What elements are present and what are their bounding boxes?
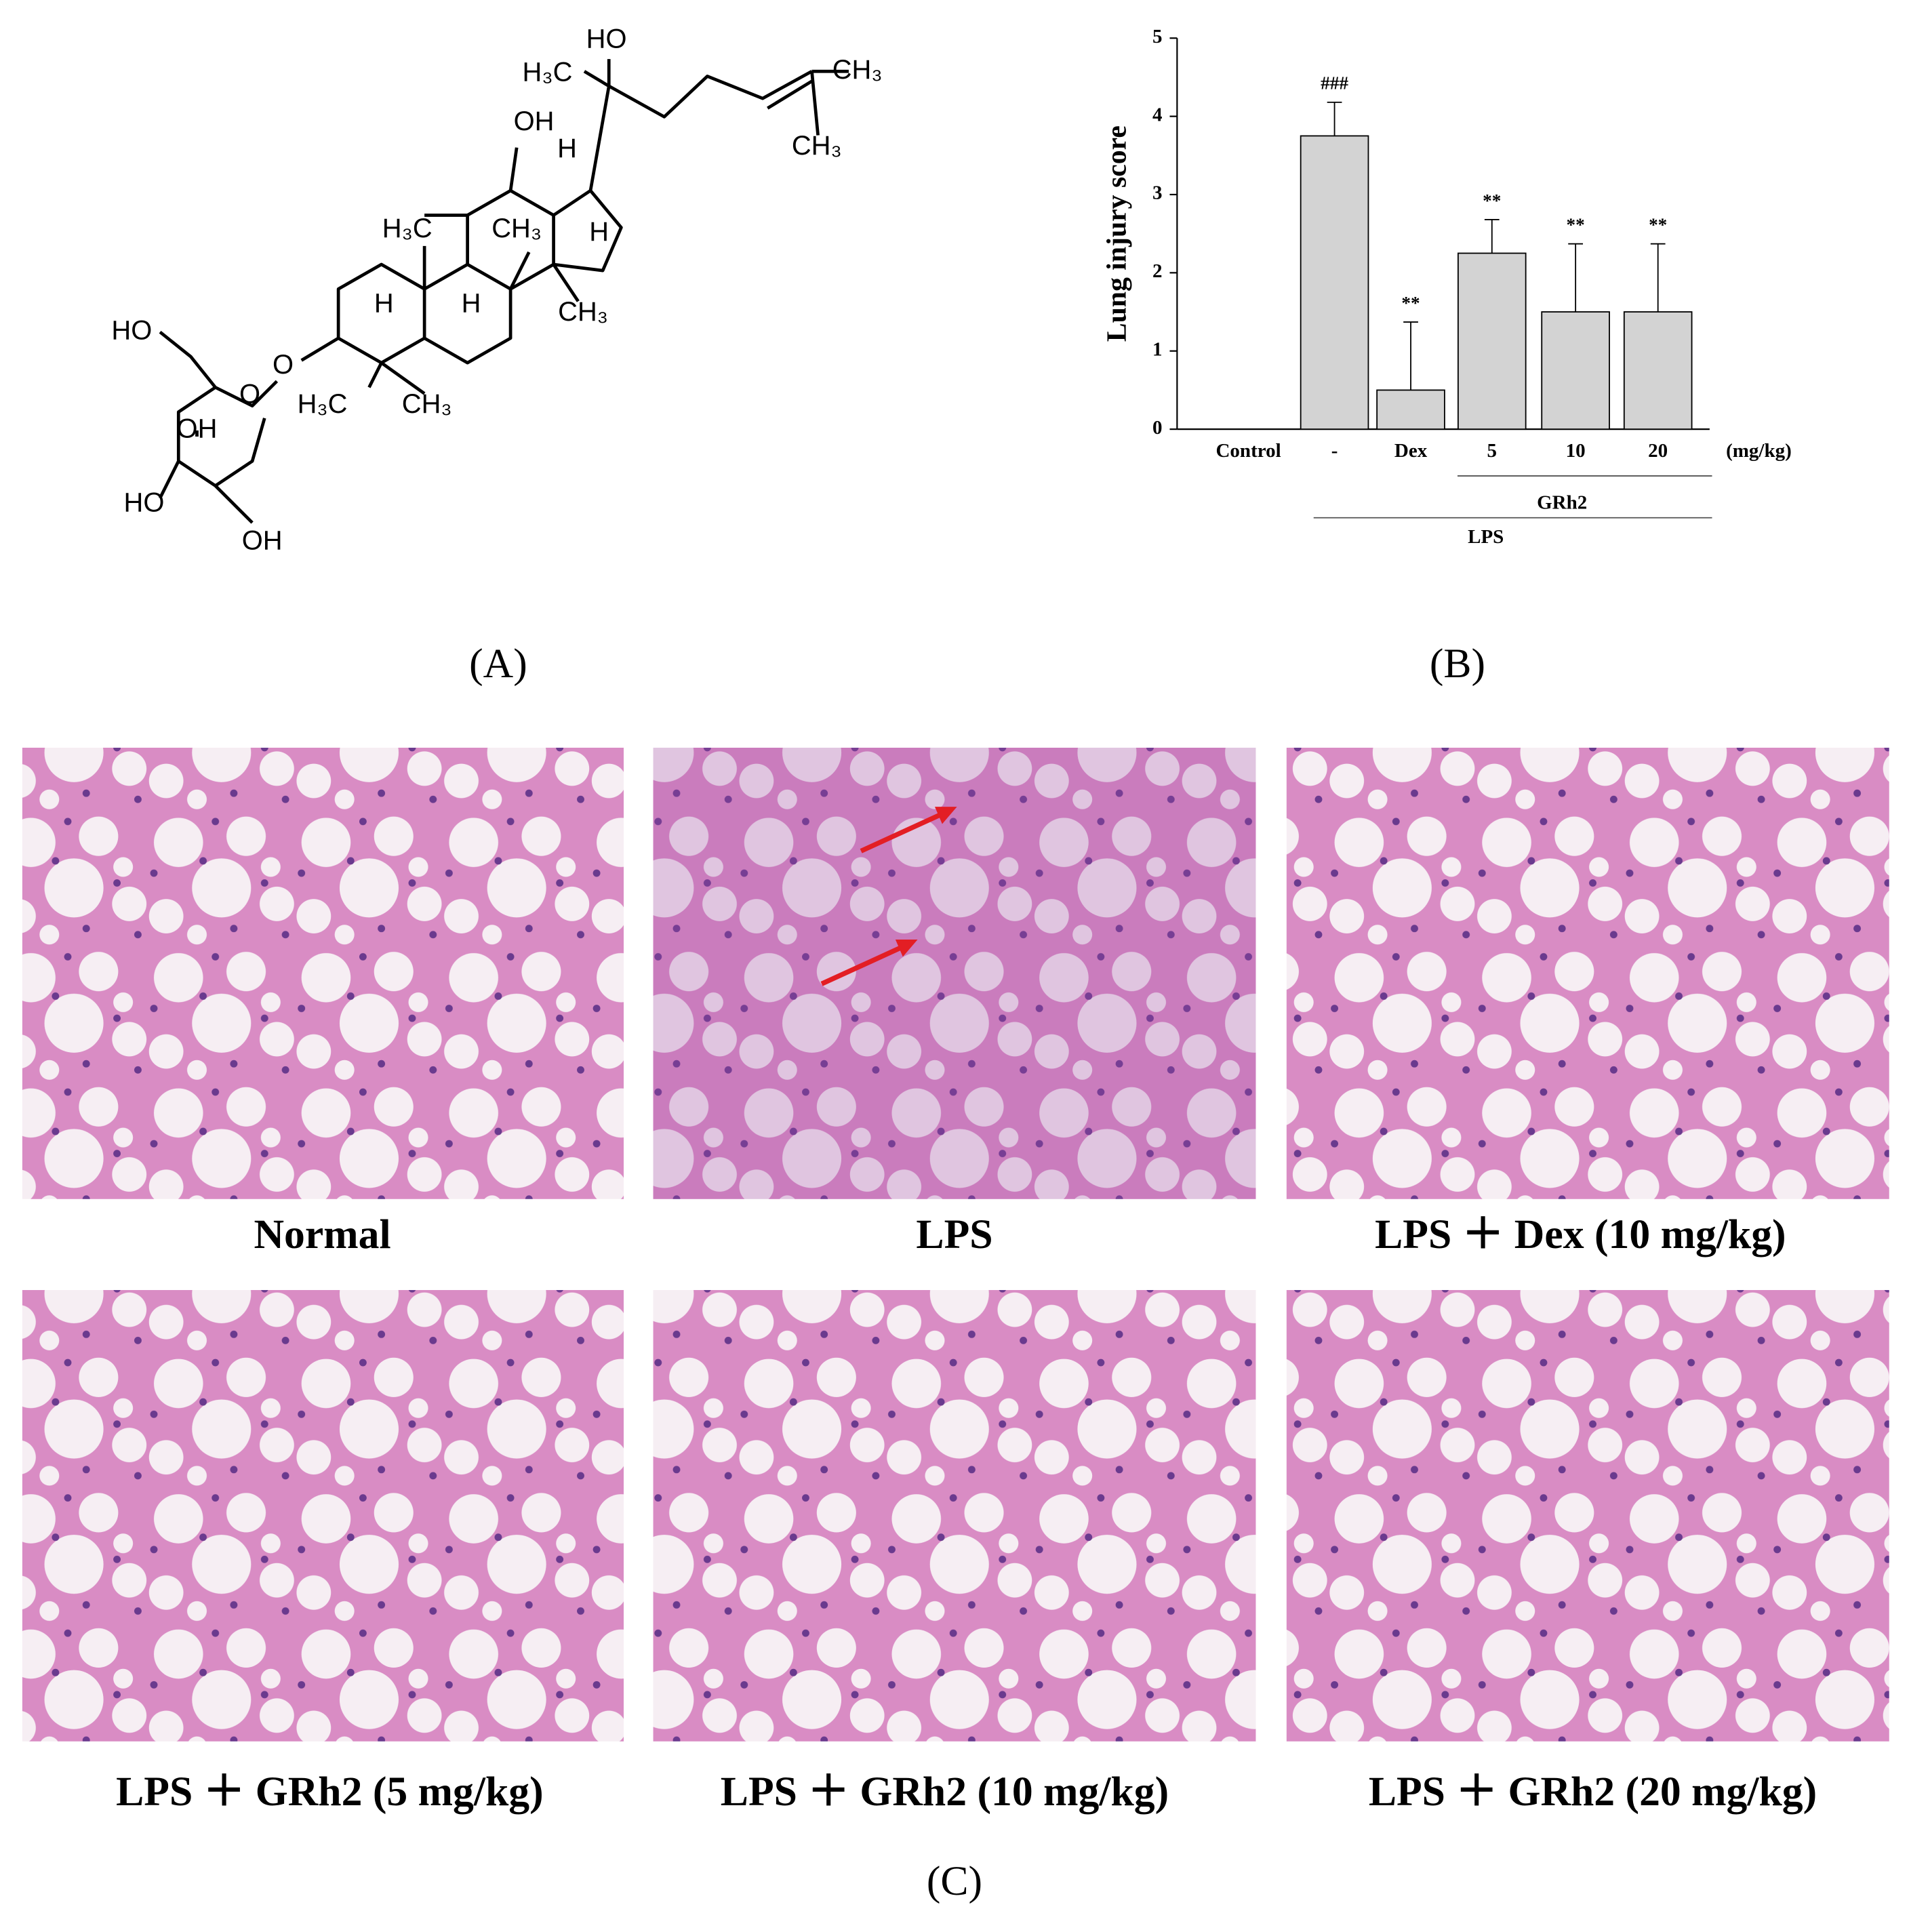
significance: ** xyxy=(1567,215,1585,235)
y-axis-title: Lung injury score xyxy=(1102,125,1133,342)
atom-label: H xyxy=(374,288,394,318)
image-caption: LPS ＋ GRh2 (5 mg/kg) xyxy=(116,1769,543,1815)
bar xyxy=(1623,311,1693,430)
significance: ** xyxy=(1649,215,1667,235)
atom-label: H xyxy=(589,217,609,247)
panel-label: (C) xyxy=(927,1858,982,1904)
bar xyxy=(1541,311,1610,430)
atom-label: H xyxy=(462,288,481,318)
bar xyxy=(1457,252,1527,430)
image-caption: LPS ＋ GRh2 (10 mg/kg) xyxy=(721,1769,1169,1815)
x-tick-label: - xyxy=(1331,440,1338,462)
group-label: LPS xyxy=(1468,526,1504,548)
bar xyxy=(1300,135,1369,430)
atom-label: OH xyxy=(514,106,555,136)
image-caption: LPS xyxy=(916,1211,992,1257)
x-tick-label: Control xyxy=(1215,440,1281,462)
image-caption: LPS ＋ GRh2 (20 mg/kg) xyxy=(1369,1769,1817,1815)
atom-label: CH₃ xyxy=(792,131,842,161)
atom-label: O xyxy=(239,380,260,409)
group-label: GRh2 xyxy=(1537,491,1587,513)
atom-label: CH₃ xyxy=(402,389,452,419)
y-tick-label: 1 xyxy=(1152,338,1163,360)
y-tick-label: 3 xyxy=(1152,182,1163,204)
atom-label: H₃C xyxy=(382,214,433,243)
atom-label: OH xyxy=(177,414,218,443)
y-tick-label: 0 xyxy=(1152,417,1163,439)
x-tick-label: 10 xyxy=(1566,440,1586,462)
atom-label: HO xyxy=(124,487,165,517)
y-tick-label: 2 xyxy=(1152,260,1163,282)
atom-label: H₃C xyxy=(298,389,348,419)
image-caption: LPS ＋ Dex (10 mg/kg) xyxy=(1375,1211,1786,1257)
panel-label: (A) xyxy=(469,641,527,687)
atom-label: CH₃ xyxy=(558,297,608,327)
x-tick-label: Dex xyxy=(1394,440,1428,462)
atom-label: HO xyxy=(586,24,627,54)
atom-label: HO xyxy=(111,315,152,345)
structure-bonds xyxy=(158,59,849,524)
significance: ** xyxy=(1483,190,1501,211)
x-tick-label: 5 xyxy=(1487,440,1498,462)
atom-label: CH₃ xyxy=(832,55,883,85)
significance: ### xyxy=(1321,73,1348,94)
y-tick-label: 5 xyxy=(1152,26,1163,47)
atom-label: OH xyxy=(242,526,283,556)
atom-label: CH₃ xyxy=(491,214,542,243)
atom-label: H xyxy=(557,134,577,163)
bar xyxy=(1376,389,1445,430)
atom-label: O xyxy=(273,350,294,380)
x-tick-label: 20 xyxy=(1648,440,1668,462)
significance: ** xyxy=(1401,293,1420,313)
image-caption: Normal xyxy=(254,1211,390,1257)
panel-label: (B) xyxy=(1430,641,1485,687)
y-tick-label: 4 xyxy=(1152,104,1163,125)
unit-label: (mg/kg) xyxy=(1726,440,1792,462)
atom-label: H₃C xyxy=(523,57,573,87)
histology-images xyxy=(22,747,1889,1742)
